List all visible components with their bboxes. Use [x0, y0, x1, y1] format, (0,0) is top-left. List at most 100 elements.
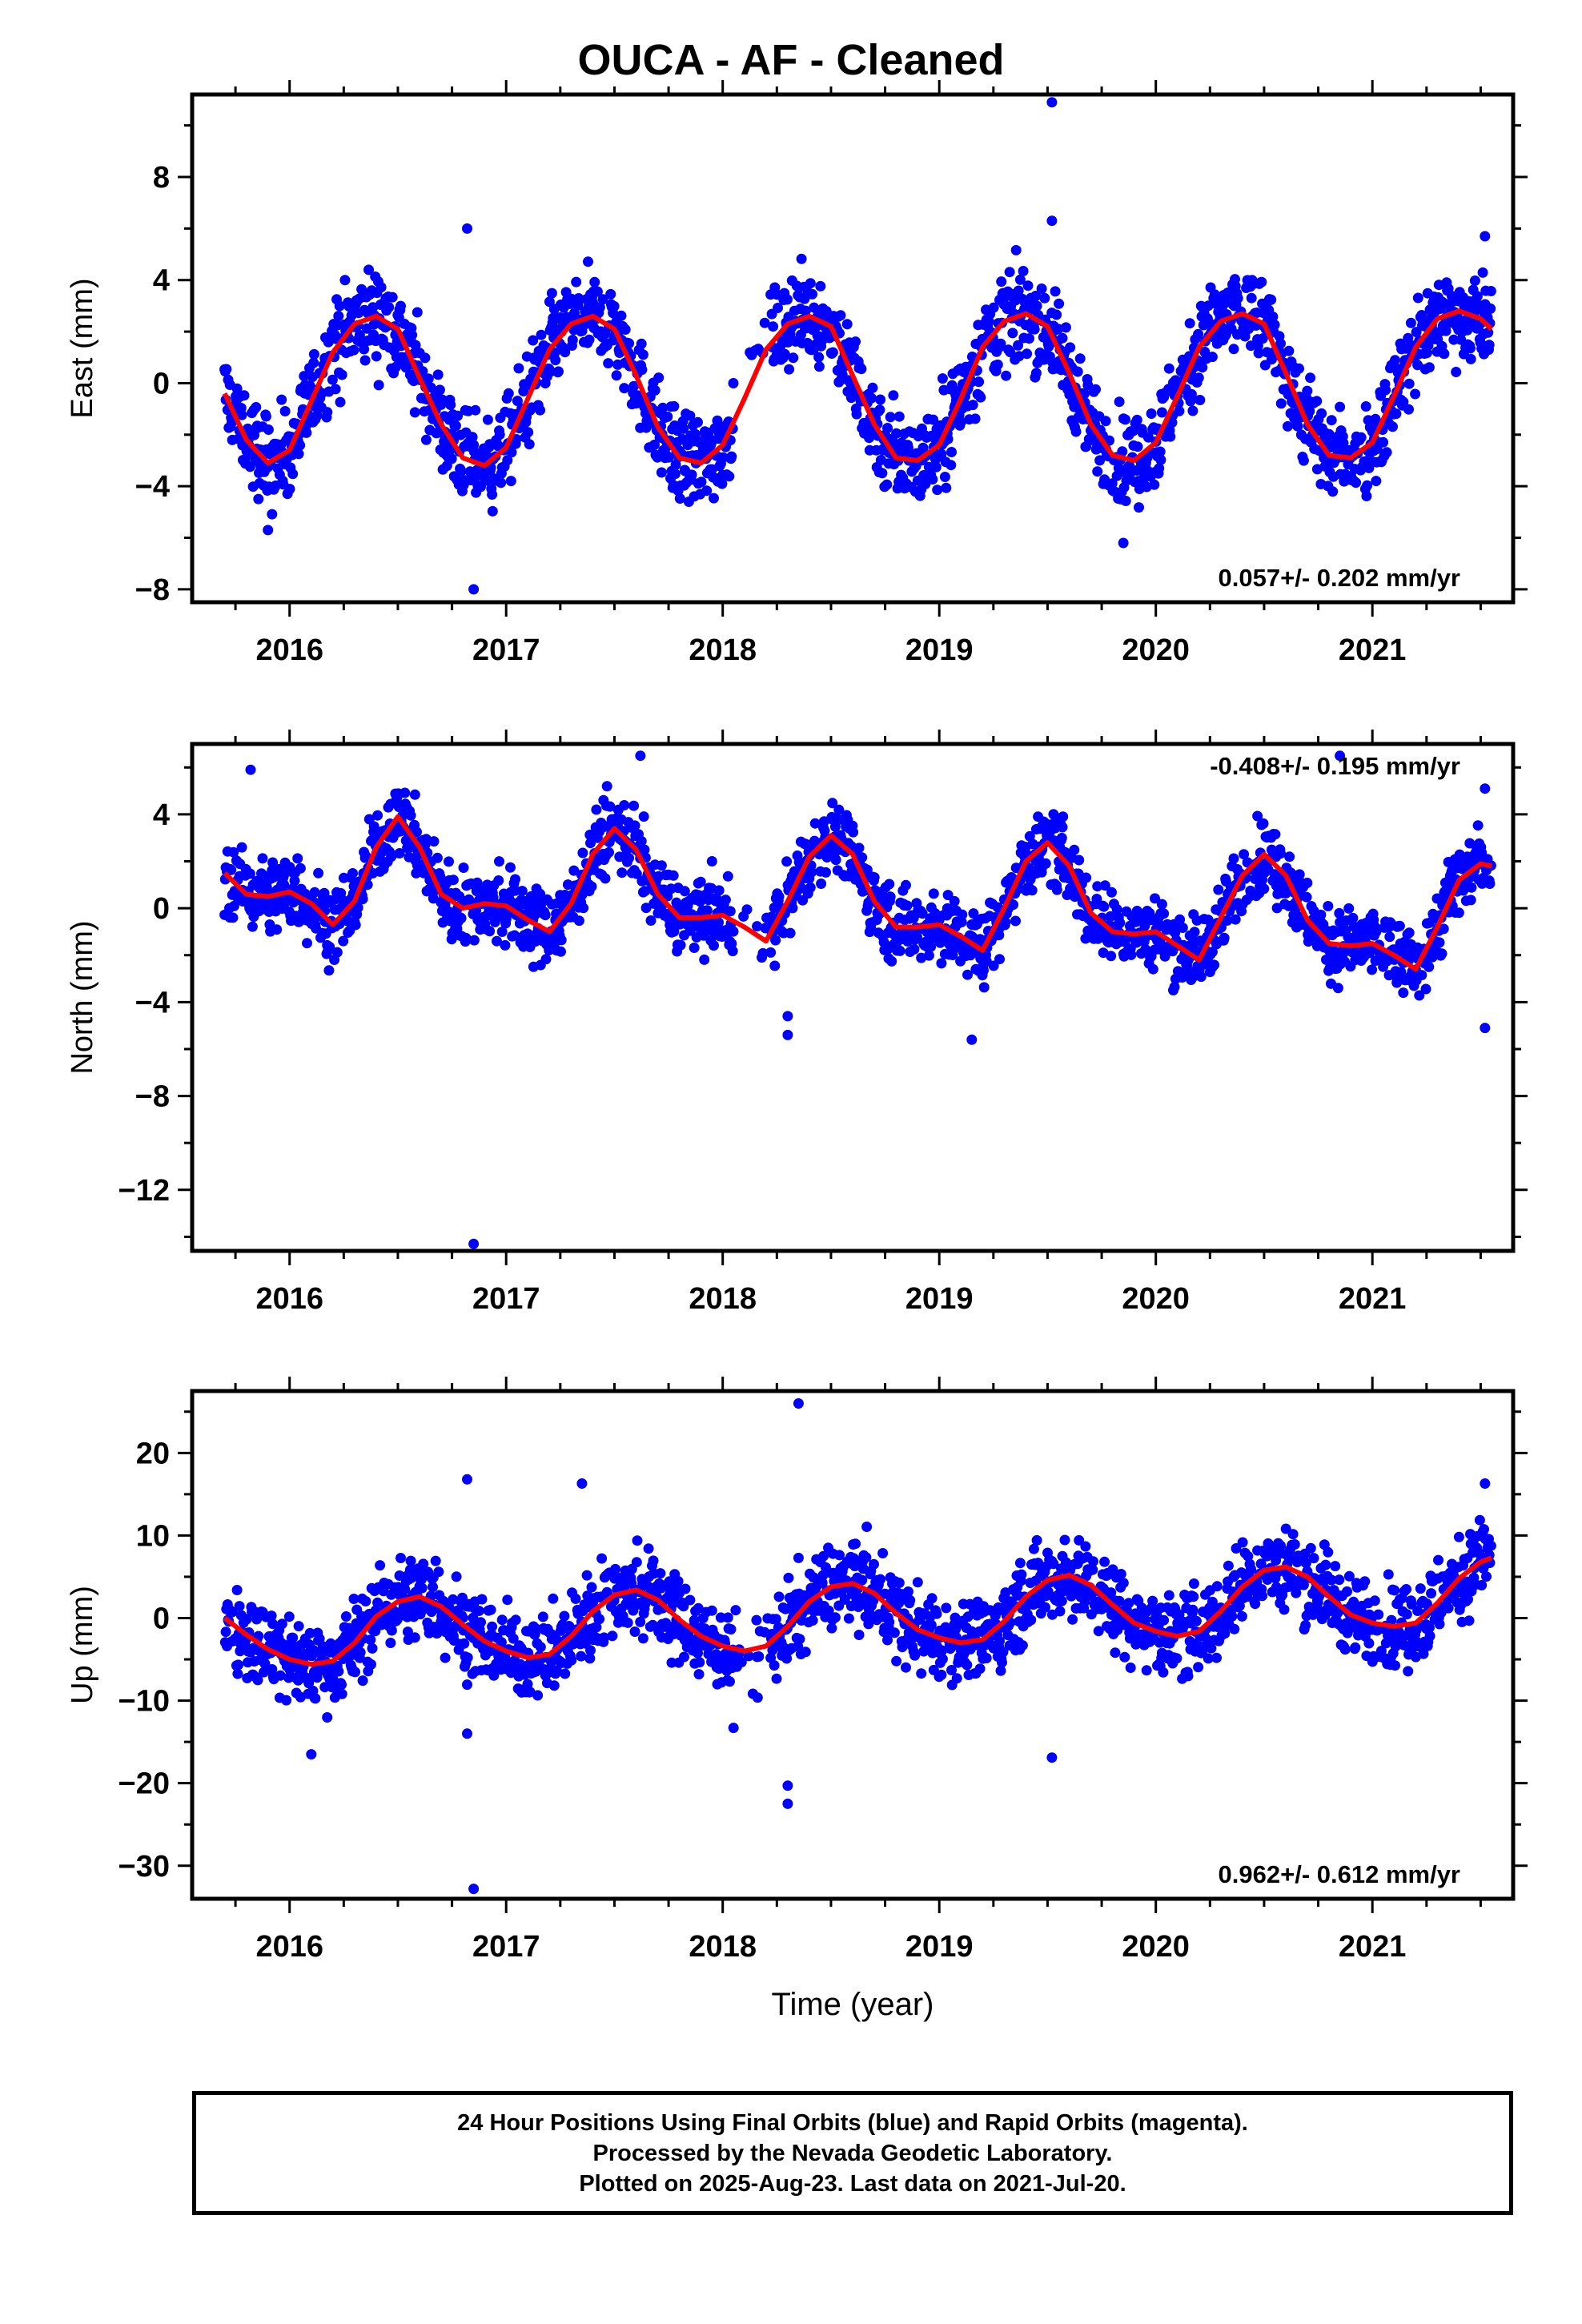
data-point — [882, 423, 893, 433]
data-point — [1361, 491, 1372, 501]
data-point — [1029, 324, 1040, 335]
data-point — [632, 1535, 643, 1546]
data-point — [241, 1614, 252, 1625]
plot-frame — [190, 92, 1516, 605]
data-point — [807, 1614, 818, 1626]
data-point — [251, 402, 262, 412]
data-point — [487, 505, 498, 517]
data-point — [407, 329, 418, 340]
data-point — [1228, 853, 1239, 864]
data-point — [988, 302, 999, 313]
data-point — [608, 300, 620, 312]
data-point — [850, 336, 861, 348]
data-point — [484, 926, 496, 937]
data-point — [629, 1626, 640, 1637]
data-point — [411, 867, 422, 879]
data-point — [809, 302, 820, 313]
data-point — [1026, 1614, 1037, 1626]
data-point — [809, 818, 821, 829]
data-point — [279, 406, 291, 416]
data-point — [888, 390, 899, 401]
data-point — [1440, 325, 1452, 336]
data-point — [743, 1651, 754, 1662]
data-point — [926, 941, 937, 952]
data-point — [1193, 328, 1204, 340]
data-point — [728, 926, 739, 937]
data-point — [226, 864, 237, 875]
data-point — [806, 866, 817, 878]
data-point — [532, 1690, 544, 1701]
data-point — [473, 1606, 484, 1616]
data-point — [1120, 496, 1131, 506]
data-point — [573, 293, 584, 304]
x-tick-label: 2021 — [1339, 633, 1407, 667]
data-point — [636, 835, 647, 846]
data-point — [725, 1676, 735, 1687]
data-point — [400, 1584, 411, 1594]
data-point — [568, 865, 580, 876]
data-point — [1485, 303, 1496, 314]
data-point — [932, 485, 943, 496]
data-point — [1054, 298, 1065, 309]
data-point — [1008, 899, 1018, 911]
data-point — [1014, 1558, 1026, 1569]
data-point — [1005, 347, 1016, 358]
data-point — [829, 821, 841, 832]
data-point — [1209, 959, 1220, 971]
data-point — [981, 1653, 992, 1663]
data-point — [357, 894, 368, 905]
data-point — [502, 1594, 513, 1606]
data-point — [701, 905, 713, 916]
data-point — [1000, 917, 1011, 928]
data-point — [673, 1576, 684, 1586]
data-point — [496, 1637, 507, 1648]
data-point — [1252, 810, 1263, 822]
data-point — [1106, 951, 1117, 962]
data-point — [371, 351, 382, 362]
data-point — [231, 1585, 243, 1595]
data-point — [770, 1614, 781, 1625]
data-point — [1184, 318, 1195, 329]
data-point — [1193, 372, 1204, 384]
data-point — [1292, 420, 1303, 432]
plot-frame — [190, 742, 1516, 1253]
data-point — [446, 453, 457, 464]
data-point — [302, 938, 312, 949]
data-point — [616, 310, 627, 321]
data-point — [1065, 342, 1076, 353]
data-point — [1105, 911, 1116, 922]
data-point — [1081, 872, 1092, 883]
data-point — [357, 1675, 368, 1687]
data-point — [834, 1550, 845, 1561]
data-point — [877, 468, 888, 479]
data-point — [1007, 328, 1018, 339]
data-point — [815, 280, 826, 292]
data-point — [793, 1552, 804, 1563]
data-point — [480, 475, 492, 486]
data-point — [412, 826, 422, 838]
data-point — [926, 1593, 938, 1604]
data-point — [591, 1622, 602, 1633]
data-point — [713, 917, 724, 928]
data-point — [689, 943, 700, 953]
y-tick-label: 0 — [153, 892, 170, 926]
data-point — [428, 893, 439, 904]
data-point — [1423, 961, 1435, 972]
data-point — [1127, 425, 1138, 436]
data-point — [293, 1621, 304, 1632]
data-point — [409, 407, 420, 418]
data-point — [1405, 317, 1416, 328]
data-point — [1334, 907, 1345, 919]
data-point — [546, 287, 557, 299]
data-point — [923, 950, 934, 961]
data-point — [715, 1612, 726, 1623]
data-point — [1014, 274, 1026, 285]
data-point — [233, 1659, 244, 1671]
data-point — [693, 1669, 705, 1680]
data-point — [304, 1627, 315, 1638]
data-point — [1033, 1558, 1044, 1569]
data-point — [1213, 884, 1224, 895]
data-point — [1284, 851, 1295, 862]
data-point — [1391, 977, 1403, 988]
data-point — [874, 404, 885, 416]
